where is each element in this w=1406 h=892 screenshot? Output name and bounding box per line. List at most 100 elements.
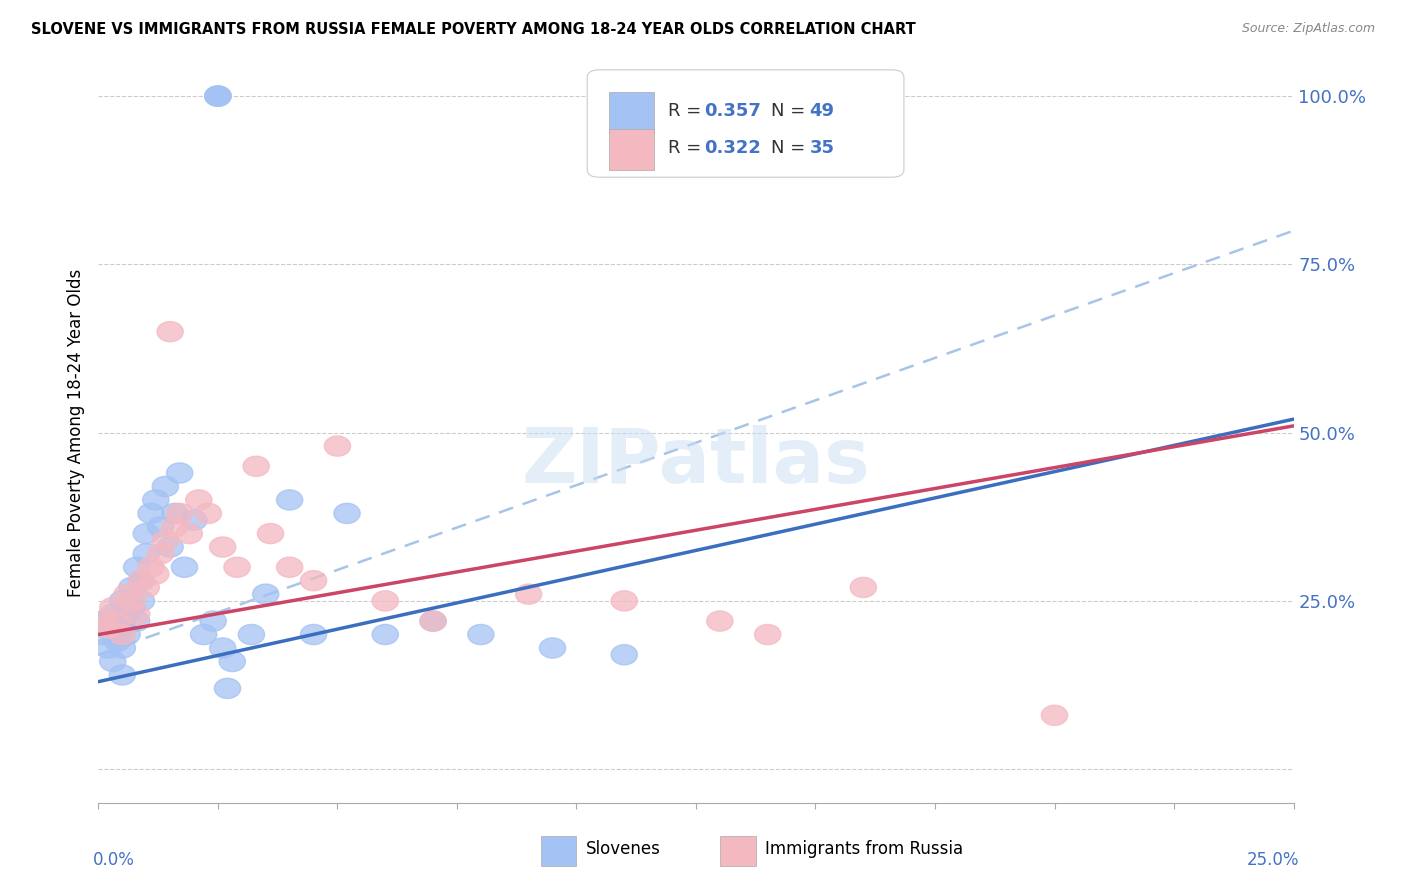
Ellipse shape <box>110 591 135 611</box>
Ellipse shape <box>1042 706 1067 725</box>
Ellipse shape <box>301 571 326 591</box>
Ellipse shape <box>420 611 446 632</box>
Text: R =: R = <box>668 138 707 157</box>
Ellipse shape <box>134 577 159 598</box>
Ellipse shape <box>110 624 135 645</box>
Ellipse shape <box>104 632 131 651</box>
Text: 0.0%: 0.0% <box>93 851 135 869</box>
Ellipse shape <box>128 571 155 591</box>
Ellipse shape <box>373 624 398 645</box>
Ellipse shape <box>114 624 141 645</box>
Ellipse shape <box>138 558 165 577</box>
Ellipse shape <box>195 503 222 524</box>
Ellipse shape <box>110 618 135 638</box>
Ellipse shape <box>110 665 135 685</box>
FancyBboxPatch shape <box>609 129 654 169</box>
Ellipse shape <box>200 611 226 632</box>
Ellipse shape <box>277 558 302 577</box>
Text: 35: 35 <box>810 138 835 157</box>
Ellipse shape <box>128 571 155 591</box>
Text: N =: N = <box>772 102 811 120</box>
Ellipse shape <box>205 86 231 106</box>
Ellipse shape <box>118 577 145 598</box>
Ellipse shape <box>100 651 127 672</box>
Ellipse shape <box>333 503 360 524</box>
Ellipse shape <box>373 591 398 611</box>
Ellipse shape <box>851 577 876 598</box>
Ellipse shape <box>124 611 150 632</box>
FancyBboxPatch shape <box>720 836 756 866</box>
Ellipse shape <box>128 591 155 611</box>
Text: 49: 49 <box>810 102 835 120</box>
Text: 25.0%: 25.0% <box>1247 851 1299 869</box>
Ellipse shape <box>612 591 637 611</box>
Ellipse shape <box>104 611 131 632</box>
Ellipse shape <box>90 611 117 632</box>
Text: 0.357: 0.357 <box>704 102 761 120</box>
FancyBboxPatch shape <box>588 70 904 178</box>
Y-axis label: Female Poverty Among 18-24 Year Olds: Female Poverty Among 18-24 Year Olds <box>66 268 84 597</box>
Ellipse shape <box>118 598 145 617</box>
Text: Immigrants from Russia: Immigrants from Russia <box>765 840 963 858</box>
Ellipse shape <box>205 86 231 106</box>
Text: SLOVENE VS IMMIGRANTS FROM RUSSIA FEMALE POVERTY AMONG 18-24 YEAR OLDS CORRELATI: SLOVENE VS IMMIGRANTS FROM RUSSIA FEMALE… <box>31 22 915 37</box>
Ellipse shape <box>90 611 117 632</box>
Ellipse shape <box>162 503 188 524</box>
Text: Source: ZipAtlas.com: Source: ZipAtlas.com <box>1241 22 1375 36</box>
Ellipse shape <box>209 537 236 558</box>
Ellipse shape <box>124 604 150 624</box>
Text: R =: R = <box>668 102 707 120</box>
Ellipse shape <box>190 624 217 645</box>
Ellipse shape <box>94 618 121 638</box>
FancyBboxPatch shape <box>609 92 654 133</box>
Ellipse shape <box>243 456 270 476</box>
Ellipse shape <box>238 624 264 645</box>
Ellipse shape <box>186 490 212 510</box>
Ellipse shape <box>148 516 174 537</box>
Ellipse shape <box>540 638 565 658</box>
Ellipse shape <box>181 510 207 530</box>
Ellipse shape <box>114 584 141 604</box>
Ellipse shape <box>219 651 246 672</box>
Ellipse shape <box>420 611 446 632</box>
Ellipse shape <box>176 524 202 544</box>
FancyBboxPatch shape <box>541 836 576 866</box>
Text: 0.322: 0.322 <box>704 138 761 157</box>
Ellipse shape <box>755 624 780 645</box>
Ellipse shape <box>152 530 179 550</box>
Ellipse shape <box>157 321 183 342</box>
Ellipse shape <box>100 604 127 624</box>
Ellipse shape <box>157 537 183 558</box>
Ellipse shape <box>205 86 231 106</box>
Ellipse shape <box>253 584 278 604</box>
Ellipse shape <box>148 543 174 564</box>
Ellipse shape <box>277 490 302 510</box>
Ellipse shape <box>100 598 127 617</box>
Ellipse shape <box>172 558 198 577</box>
Ellipse shape <box>134 524 159 544</box>
Ellipse shape <box>166 503 193 524</box>
Ellipse shape <box>142 490 169 510</box>
Text: N =: N = <box>772 138 811 157</box>
Text: ZIPatlas: ZIPatlas <box>522 425 870 500</box>
Ellipse shape <box>142 564 169 584</box>
Ellipse shape <box>94 618 121 638</box>
Ellipse shape <box>138 503 165 524</box>
Ellipse shape <box>162 516 188 537</box>
Ellipse shape <box>94 638 121 658</box>
Ellipse shape <box>90 624 117 645</box>
Ellipse shape <box>468 624 494 645</box>
Ellipse shape <box>166 463 193 483</box>
Ellipse shape <box>707 611 733 632</box>
Ellipse shape <box>214 678 240 698</box>
Ellipse shape <box>209 638 236 658</box>
Ellipse shape <box>301 624 326 645</box>
Ellipse shape <box>118 591 145 611</box>
Ellipse shape <box>612 645 637 665</box>
Ellipse shape <box>152 476 179 497</box>
Ellipse shape <box>134 543 159 564</box>
Ellipse shape <box>516 584 541 604</box>
Text: Slovenes: Slovenes <box>586 840 661 858</box>
Ellipse shape <box>257 524 284 544</box>
Ellipse shape <box>104 611 131 632</box>
